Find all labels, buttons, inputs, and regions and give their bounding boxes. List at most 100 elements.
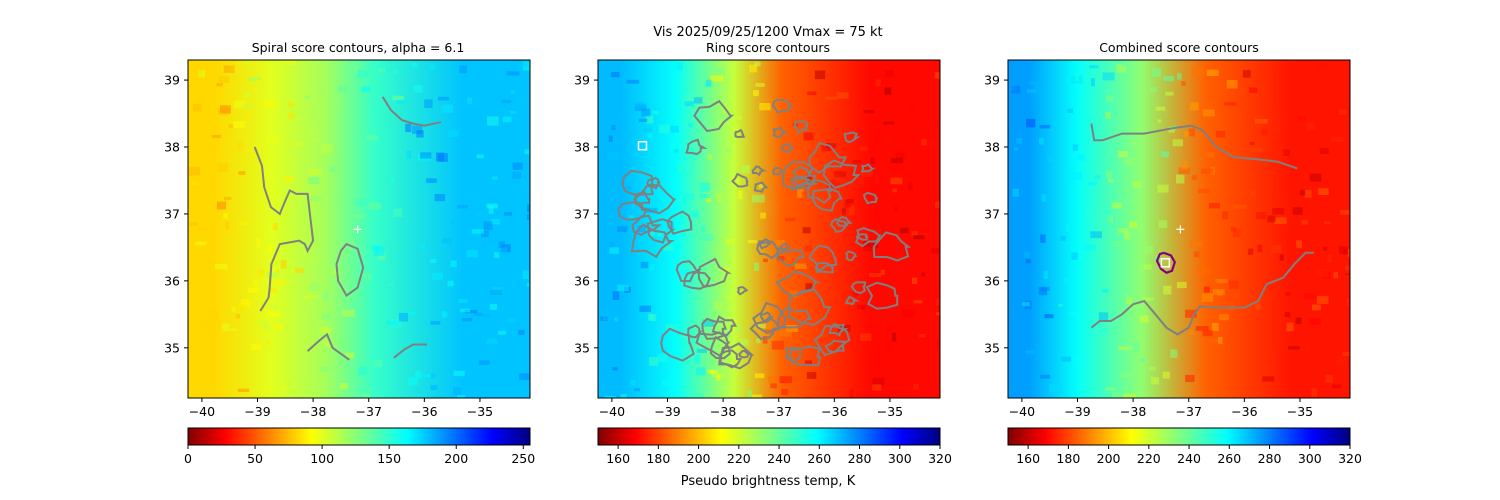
colorbar: 160 180 200 220 240 260 280 300 320 (1007, 427, 1362, 466)
x-tick-label: −36 (821, 404, 847, 419)
score-contour (1090, 251, 1314, 336)
ring-contour (675, 260, 702, 283)
ring-contour (772, 126, 789, 139)
center-marker (353, 225, 362, 234)
ring-contour (646, 176, 662, 190)
score-contour (306, 332, 350, 361)
ring-contour (782, 160, 817, 191)
ring-contour (734, 128, 746, 139)
ring-contour (693, 99, 735, 133)
score-contour (393, 343, 428, 359)
center-marker (1176, 225, 1185, 234)
ring-contour (806, 178, 833, 204)
ring-contour (830, 218, 849, 233)
y-tick-label: 39 (574, 73, 590, 88)
colorbar-tick-label: 180 (646, 451, 670, 466)
colorbar-tick-label: 150 (377, 451, 401, 466)
ring-contour (738, 350, 752, 359)
heatmap-field (188, 60, 530, 398)
ring-contour (630, 223, 675, 259)
score-contour (253, 146, 315, 312)
ring-contour (843, 131, 861, 144)
ring-contour (758, 238, 772, 250)
panel-title: Combined score contours (1099, 40, 1259, 55)
x-tick-label: −35 (877, 404, 903, 419)
colorbar-tick-label: 0 (184, 451, 192, 466)
figure-suptitle: Vis 2025/09/25/1200 Vmax = 75 kt (653, 25, 882, 40)
ring-contour (808, 141, 848, 175)
ring-contour (780, 142, 795, 154)
x-tick-label: −36 (411, 404, 437, 419)
panel-title: Ring score contours (706, 40, 830, 55)
ring-contour (697, 257, 732, 289)
ring-contour (695, 331, 731, 358)
y-tick-label: 37 (164, 206, 180, 221)
ring-contour (794, 175, 819, 190)
y-tick-label: 39 (984, 73, 1000, 88)
colorbar-tick-label: 280 (848, 451, 872, 466)
ring-contour (778, 242, 791, 252)
x-tick-label: −39 (1064, 404, 1090, 419)
colorbar-tick-label: 260 (807, 451, 831, 466)
x-tick-label: −35 (467, 404, 493, 419)
colorbar-tick-label: 280 (1258, 451, 1282, 466)
ring-contour (828, 322, 849, 337)
ring-contour (845, 295, 860, 306)
ring-contour (845, 250, 858, 262)
y-tick-label: 39 (164, 73, 180, 88)
x-tick-label: −39 (244, 404, 270, 419)
x-tick-label: −38 (710, 404, 736, 419)
ring-contour (860, 163, 877, 173)
ring-contour (775, 248, 805, 267)
colorbar-tick-label: 300 (1298, 451, 1322, 466)
panel-spiral: Spiral score contours, alpha = 6.1 −40 −3… (164, 40, 535, 466)
y-tick-label: 36 (164, 273, 180, 288)
colorbar-tick-label: 320 (928, 451, 952, 466)
center-marker (637, 140, 648, 151)
colorbar-tick-label: 240 (767, 451, 791, 466)
ring-contour (687, 324, 703, 339)
ring-contour (760, 311, 774, 323)
x-tick-label: −39 (654, 404, 680, 419)
ring-contour (850, 281, 867, 295)
colorbar: 160 180 200 220 240 260 280 300 320 (597, 427, 952, 466)
colorbar-label: Pseudo brightness temp, K (681, 474, 856, 489)
ring-contour (771, 98, 794, 114)
x-tick-label: −40 (189, 404, 215, 419)
x-tick-label: −35 (1287, 404, 1313, 419)
ring-contour (730, 172, 749, 188)
ring-contour (775, 270, 821, 298)
y-tick-label: 36 (984, 273, 1000, 288)
colorbar-tick-label: 220 (1137, 451, 1161, 466)
ring-contour (865, 281, 899, 310)
heatmap-field (598, 60, 940, 398)
x-tick-label: −40 (599, 404, 625, 419)
colorbar-tick-label: 200 (1097, 451, 1121, 466)
ring-contour (633, 184, 677, 215)
colorbar-tick-label: 200 (687, 451, 711, 466)
ring-contour (666, 210, 693, 235)
ring-contour (784, 347, 802, 362)
score-contour (381, 96, 442, 127)
ring-contour (660, 327, 695, 362)
score-contour (335, 242, 365, 298)
score-contour (1090, 123, 1298, 170)
x-tick-label: −37 (1176, 404, 1202, 419)
colorbar-tick-label: 50 (247, 451, 263, 466)
ring-contour (787, 288, 832, 326)
y-tick-label: 37 (984, 206, 1000, 221)
ring-contour (855, 233, 869, 241)
y-tick-label: 35 (984, 340, 1000, 355)
colorbar-tick-label: 160 (606, 451, 630, 466)
x-tick-label: −36 (1231, 404, 1257, 419)
x-tick-label: −38 (1120, 404, 1146, 419)
heatmap-field (1008, 60, 1350, 398)
ring-contour (646, 218, 676, 244)
panel-title: Spiral score contours, alpha = 6.1 (252, 40, 465, 55)
colorbar-tick-label: 220 (727, 451, 751, 466)
panel-combined: Combined score contours −40 −39 −38 −37 −36 −… (984, 40, 1362, 466)
y-tick-label: 38 (164, 140, 180, 155)
ring-contour (749, 316, 781, 340)
ring-contour (791, 165, 812, 180)
ring-contour (862, 191, 879, 205)
